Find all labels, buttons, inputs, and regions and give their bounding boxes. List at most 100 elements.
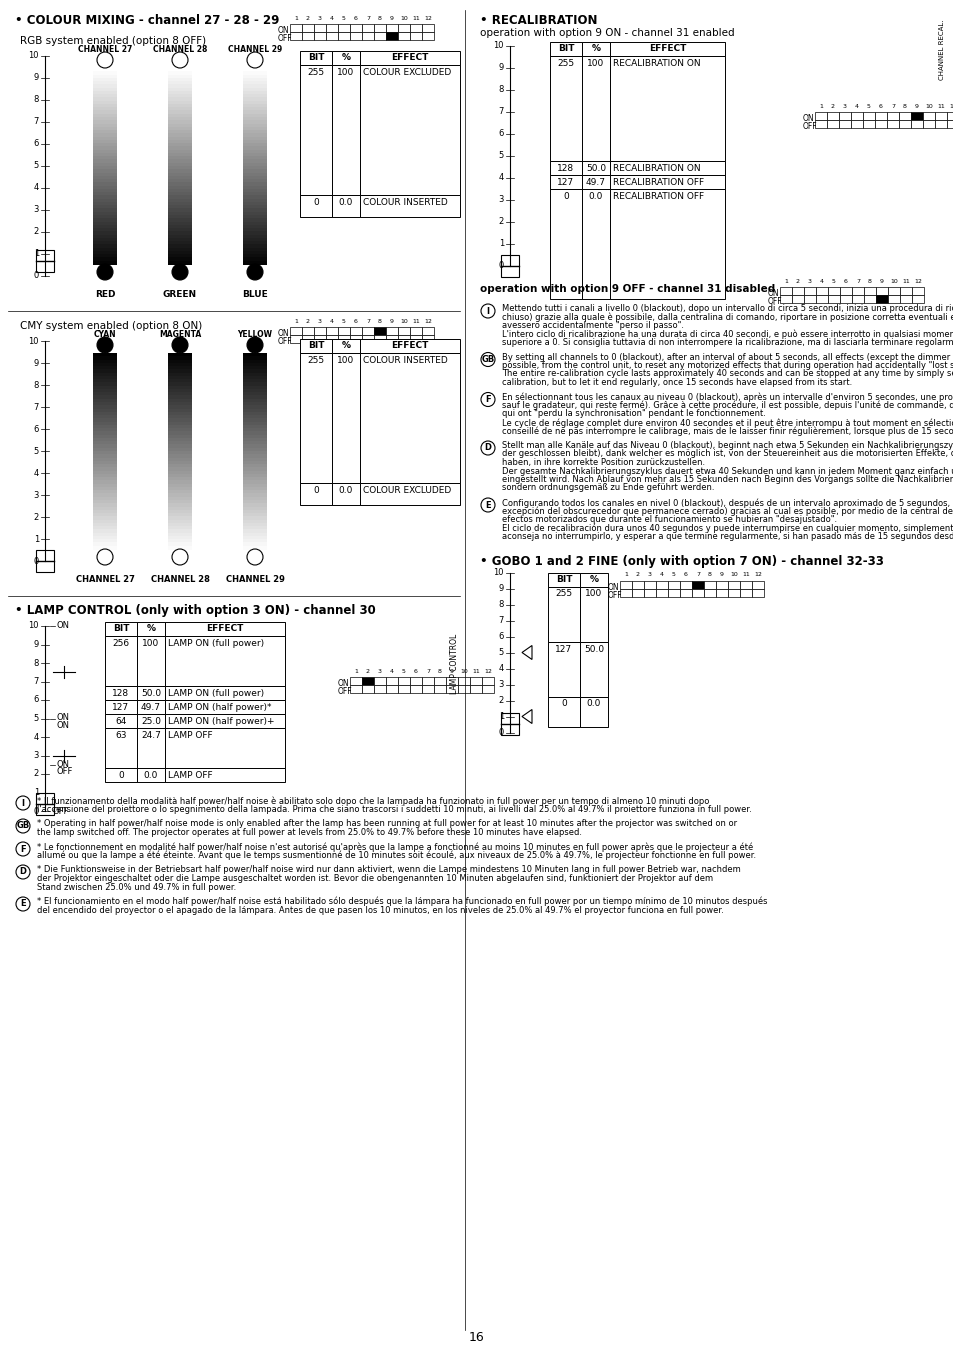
Bar [851,287,863,295]
Text: ON: ON [337,679,349,688]
Text: LAMP ON (full power): LAMP ON (full power) [168,639,264,648]
Bar [243,461,267,464]
Text: 2: 2 [636,572,639,577]
Bar [923,112,934,120]
Text: 2: 2 [795,279,800,285]
Bar [168,113,192,117]
Bar [168,192,192,196]
Bar [92,402,117,406]
Bar [92,500,117,503]
Bar [92,363,117,367]
Text: El ciclo de recalibración dura unos 40 segundos y puede interrumpirse en cualqui: El ciclo de recalibración dura unos 40 s… [501,523,953,533]
Text: 10: 10 [924,104,932,109]
Bar [92,202,117,205]
Text: aconseja no interrumpirlo, y esperar a que termine regularmente, si han pasado m: aconseja no interrumpirlo, y esperar a q… [501,532,953,541]
Bar [243,356,267,360]
Text: 63: 63 [115,731,127,741]
Bar [168,526,192,530]
Bar [92,382,117,386]
Bar [92,418,117,422]
Text: 3: 3 [33,491,39,499]
Circle shape [16,796,30,809]
Bar [886,112,898,120]
Circle shape [97,549,112,565]
Text: 11: 11 [741,572,749,577]
Text: OFF: OFF [802,121,817,131]
Bar [374,326,386,335]
Bar [386,32,397,40]
Text: 2: 2 [33,228,39,236]
Bar [243,71,267,76]
Text: 50.0: 50.0 [583,645,603,653]
Bar [609,57,724,161]
Bar [168,496,192,500]
Bar [137,635,165,687]
Text: 1: 1 [33,250,39,259]
Bar [359,51,459,65]
Text: %: % [147,625,155,633]
Bar [500,712,518,734]
Text: 7: 7 [33,402,39,411]
Bar [92,152,117,156]
Text: 5: 5 [498,648,503,657]
Bar [92,186,117,189]
Bar [667,580,679,588]
Bar [243,241,267,246]
Text: Stellt man alle Kanäle auf das Niveau 0 (blackout), beginnt nach etwa 5 Sekunden: Stellt man alle Kanäle auf das Niveau 0 … [501,441,953,451]
Bar [243,169,267,173]
Bar [137,768,165,782]
Bar [168,376,192,379]
Bar [243,386,267,390]
Bar [168,258,192,262]
Bar [92,457,117,461]
Text: 7: 7 [498,616,503,625]
Bar [168,422,192,425]
Bar [92,120,117,124]
Bar [326,24,337,32]
Bar [815,295,827,304]
Text: 10: 10 [493,568,503,577]
Bar [716,588,727,596]
Bar [243,451,267,455]
Text: 5: 5 [33,447,39,456]
Bar [946,112,953,120]
Bar [168,353,192,356]
Bar [165,728,285,768]
Text: 2: 2 [498,217,503,227]
Text: OFF: OFF [57,766,73,776]
Bar [374,24,386,32]
Bar [168,202,192,205]
Text: 10: 10 [29,51,39,61]
Bar [314,326,326,335]
Bar [923,120,934,128]
Bar [243,101,267,104]
Text: Le cycle de réglage complet dure environ 40 secondes et il peut être interrompu : Le cycle de réglage complet dure environ… [501,418,953,428]
Bar [910,112,923,120]
Bar [168,127,192,131]
Bar [243,205,267,209]
Text: 128: 128 [557,165,574,173]
Bar [92,147,117,150]
Bar [243,484,267,487]
Bar [579,696,607,727]
Bar [168,159,192,163]
Bar [36,250,54,272]
Bar [92,143,117,147]
Bar [168,540,192,542]
Text: * Le fonctionnement en modalité half power/half noise n'est autorisé qu'après qu: * Le fonctionnement en modalité half pow… [37,842,753,851]
Text: 0: 0 [33,557,39,565]
Bar [350,326,361,335]
Bar [863,295,875,304]
Bar [703,588,716,596]
Text: excepción del obscurecedor que permanece cerrado) gracias al cual es posible, po: excepción del obscurecedor que permanece… [501,506,953,517]
Bar [92,353,117,356]
Text: BIT: BIT [308,53,324,62]
Bar [470,685,481,693]
Text: 7: 7 [696,572,700,577]
Text: D: D [484,444,491,452]
Circle shape [172,53,188,67]
Bar [243,393,267,397]
Text: operation with option 9 OFF - channel 31 disabled: operation with option 9 OFF - channel 31… [479,285,775,294]
Bar [243,225,267,228]
Bar [751,580,763,588]
